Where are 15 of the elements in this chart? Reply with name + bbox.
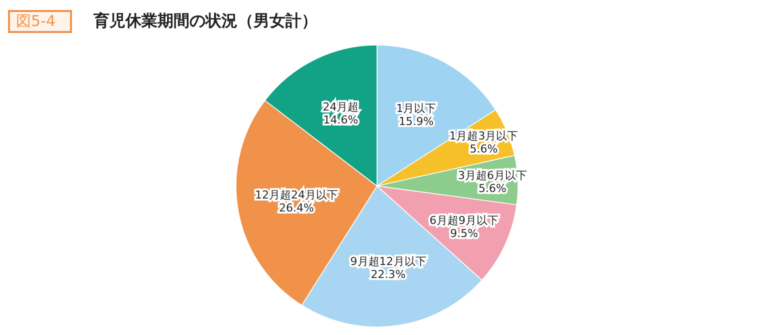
data-label: 15.9% xyxy=(398,115,434,128)
data-label: 14.6% xyxy=(323,114,358,127)
data-label: 5.6% xyxy=(470,142,498,156)
slice-label: 6月超9月以下 xyxy=(430,214,499,227)
caption: 図5-4 xyxy=(8,10,72,33)
data-label: 9.5% xyxy=(450,227,478,240)
slice-label: 12月超24月以下 xyxy=(255,188,338,202)
chart-title: 育児休業期間の状況（男女計） xyxy=(94,11,318,32)
slice-label: 24月超 xyxy=(322,100,359,114)
data-label: 26.4% xyxy=(279,201,314,214)
data-label: 5.6% xyxy=(478,182,506,196)
slice-label: 1月以下 xyxy=(396,102,436,116)
data-label: 22.3% xyxy=(370,268,406,281)
slice-label: 3月超6月以下 xyxy=(458,168,528,182)
slice-label: 9月超12月以下 xyxy=(350,254,426,268)
